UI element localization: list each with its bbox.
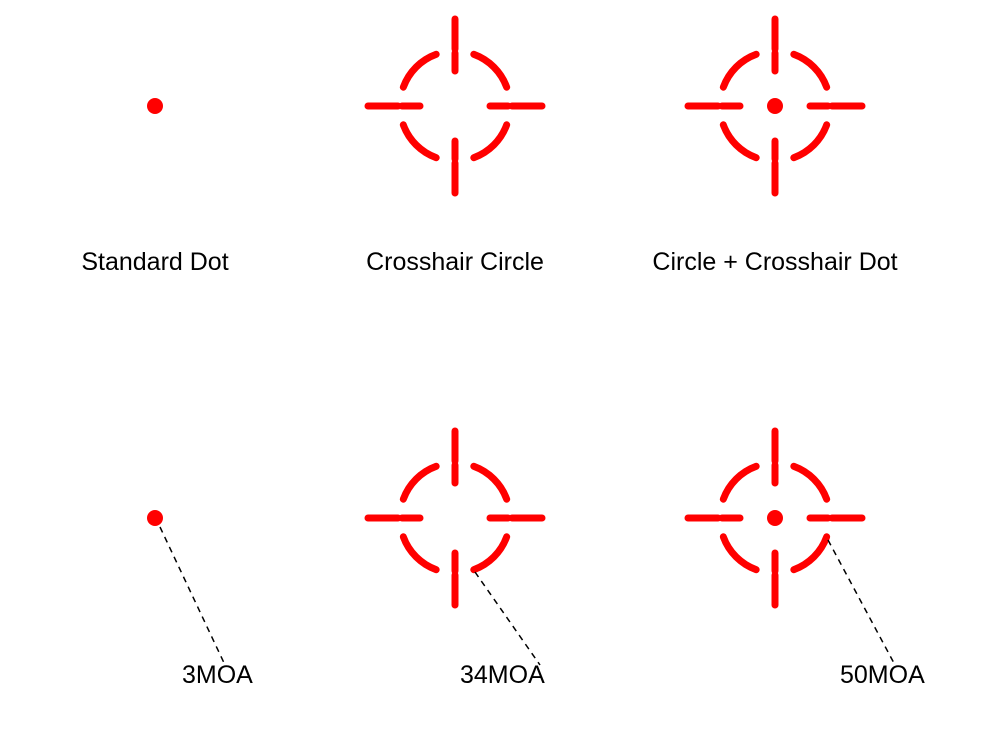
callout-line-50moa — [828, 540, 895, 665]
ring-arc — [723, 466, 756, 499]
center-dot — [767, 510, 783, 526]
ring-arc — [403, 54, 436, 87]
ring-arc — [794, 54, 827, 87]
ring-arc — [474, 537, 507, 570]
ring-arc — [474, 54, 507, 87]
title-circle-crosshair-dot: Circle + Crosshair Dot — [652, 248, 897, 276]
ring-arc — [794, 537, 827, 570]
reticle-standard-dot — [147, 98, 163, 114]
callout-label-3moa: 3MOA — [182, 661, 253, 689]
center-dot — [767, 98, 783, 114]
title-standard-dot: Standard Dot — [81, 248, 228, 276]
reticle-circle-crosshair-dot — [688, 19, 862, 193]
ring-arc — [403, 466, 436, 499]
ring-arc — [474, 466, 507, 499]
callout-line-34moa — [475, 572, 540, 665]
callout-label-50moa: 50MOA — [840, 661, 925, 689]
callout-line-3moa — [160, 527, 225, 665]
center-dot — [147, 510, 163, 526]
ring-arc — [794, 125, 827, 158]
ring-arc — [403, 537, 436, 570]
reticle-34moa — [368, 431, 542, 605]
ring-arc — [723, 54, 756, 87]
reticle-3moa — [147, 510, 163, 526]
ring-arc — [403, 125, 436, 158]
ring-arc — [794, 466, 827, 499]
ring-arc — [723, 125, 756, 158]
reticle-50moa — [688, 431, 862, 605]
reticle-crosshair-circle — [368, 19, 542, 193]
ring-arc — [723, 537, 756, 570]
callout-label-34moa: 34MOA — [460, 661, 545, 689]
ring-arc — [474, 125, 507, 158]
center-dot — [147, 98, 163, 114]
title-crosshair-circle: Crosshair Circle — [366, 248, 544, 276]
